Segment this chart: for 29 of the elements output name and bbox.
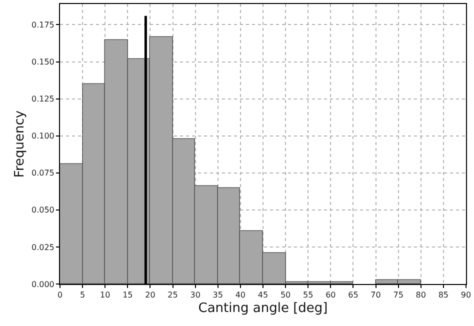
- y-tick-label: 0.150: [31, 58, 54, 67]
- y-tick-label: 0.100: [31, 132, 54, 141]
- x-tick-label: 30: [190, 290, 200, 300]
- y-tick-label: 0.025: [31, 242, 54, 252]
- x-tick-label: 80: [416, 290, 426, 300]
- x-tick-label: 75: [393, 290, 404, 300]
- x-tick-label: 40: [235, 290, 246, 300]
- x-tick-label: 0: [57, 290, 63, 300]
- x-tick-label: 35: [212, 290, 223, 300]
- y-tick-label: 0.000: [31, 280, 54, 289]
- x-tick-label: 90: [460, 290, 472, 300]
- x-tick-label: 10: [100, 290, 110, 300]
- y-tick-label: 0.050: [31, 206, 54, 215]
- x-tick-label: 55: [303, 290, 314, 300]
- x-tick-label: 45: [258, 290, 268, 300]
- x-tick-label: 50: [280, 290, 291, 300]
- x-tick-label: 5: [80, 290, 86, 300]
- x-tick-label: 15: [122, 290, 133, 300]
- x-tick-label: 60: [326, 290, 336, 300]
- y-tick-label: 0.125: [31, 94, 54, 104]
- y-axis-title: Frequency: [12, 110, 28, 178]
- y-tick-label: 0.075: [31, 168, 54, 178]
- x-tick-label: 65: [348, 290, 358, 300]
- x-tick-label: 70: [370, 290, 381, 300]
- x-axis-title: Canting angle [deg]: [198, 301, 328, 316]
- y-tick-label: 0.175: [31, 20, 54, 30]
- x-tick-label: 20: [145, 290, 156, 300]
- x-tick-label: 85: [438, 290, 449, 300]
- x-tick-label: 25: [168, 290, 178, 300]
